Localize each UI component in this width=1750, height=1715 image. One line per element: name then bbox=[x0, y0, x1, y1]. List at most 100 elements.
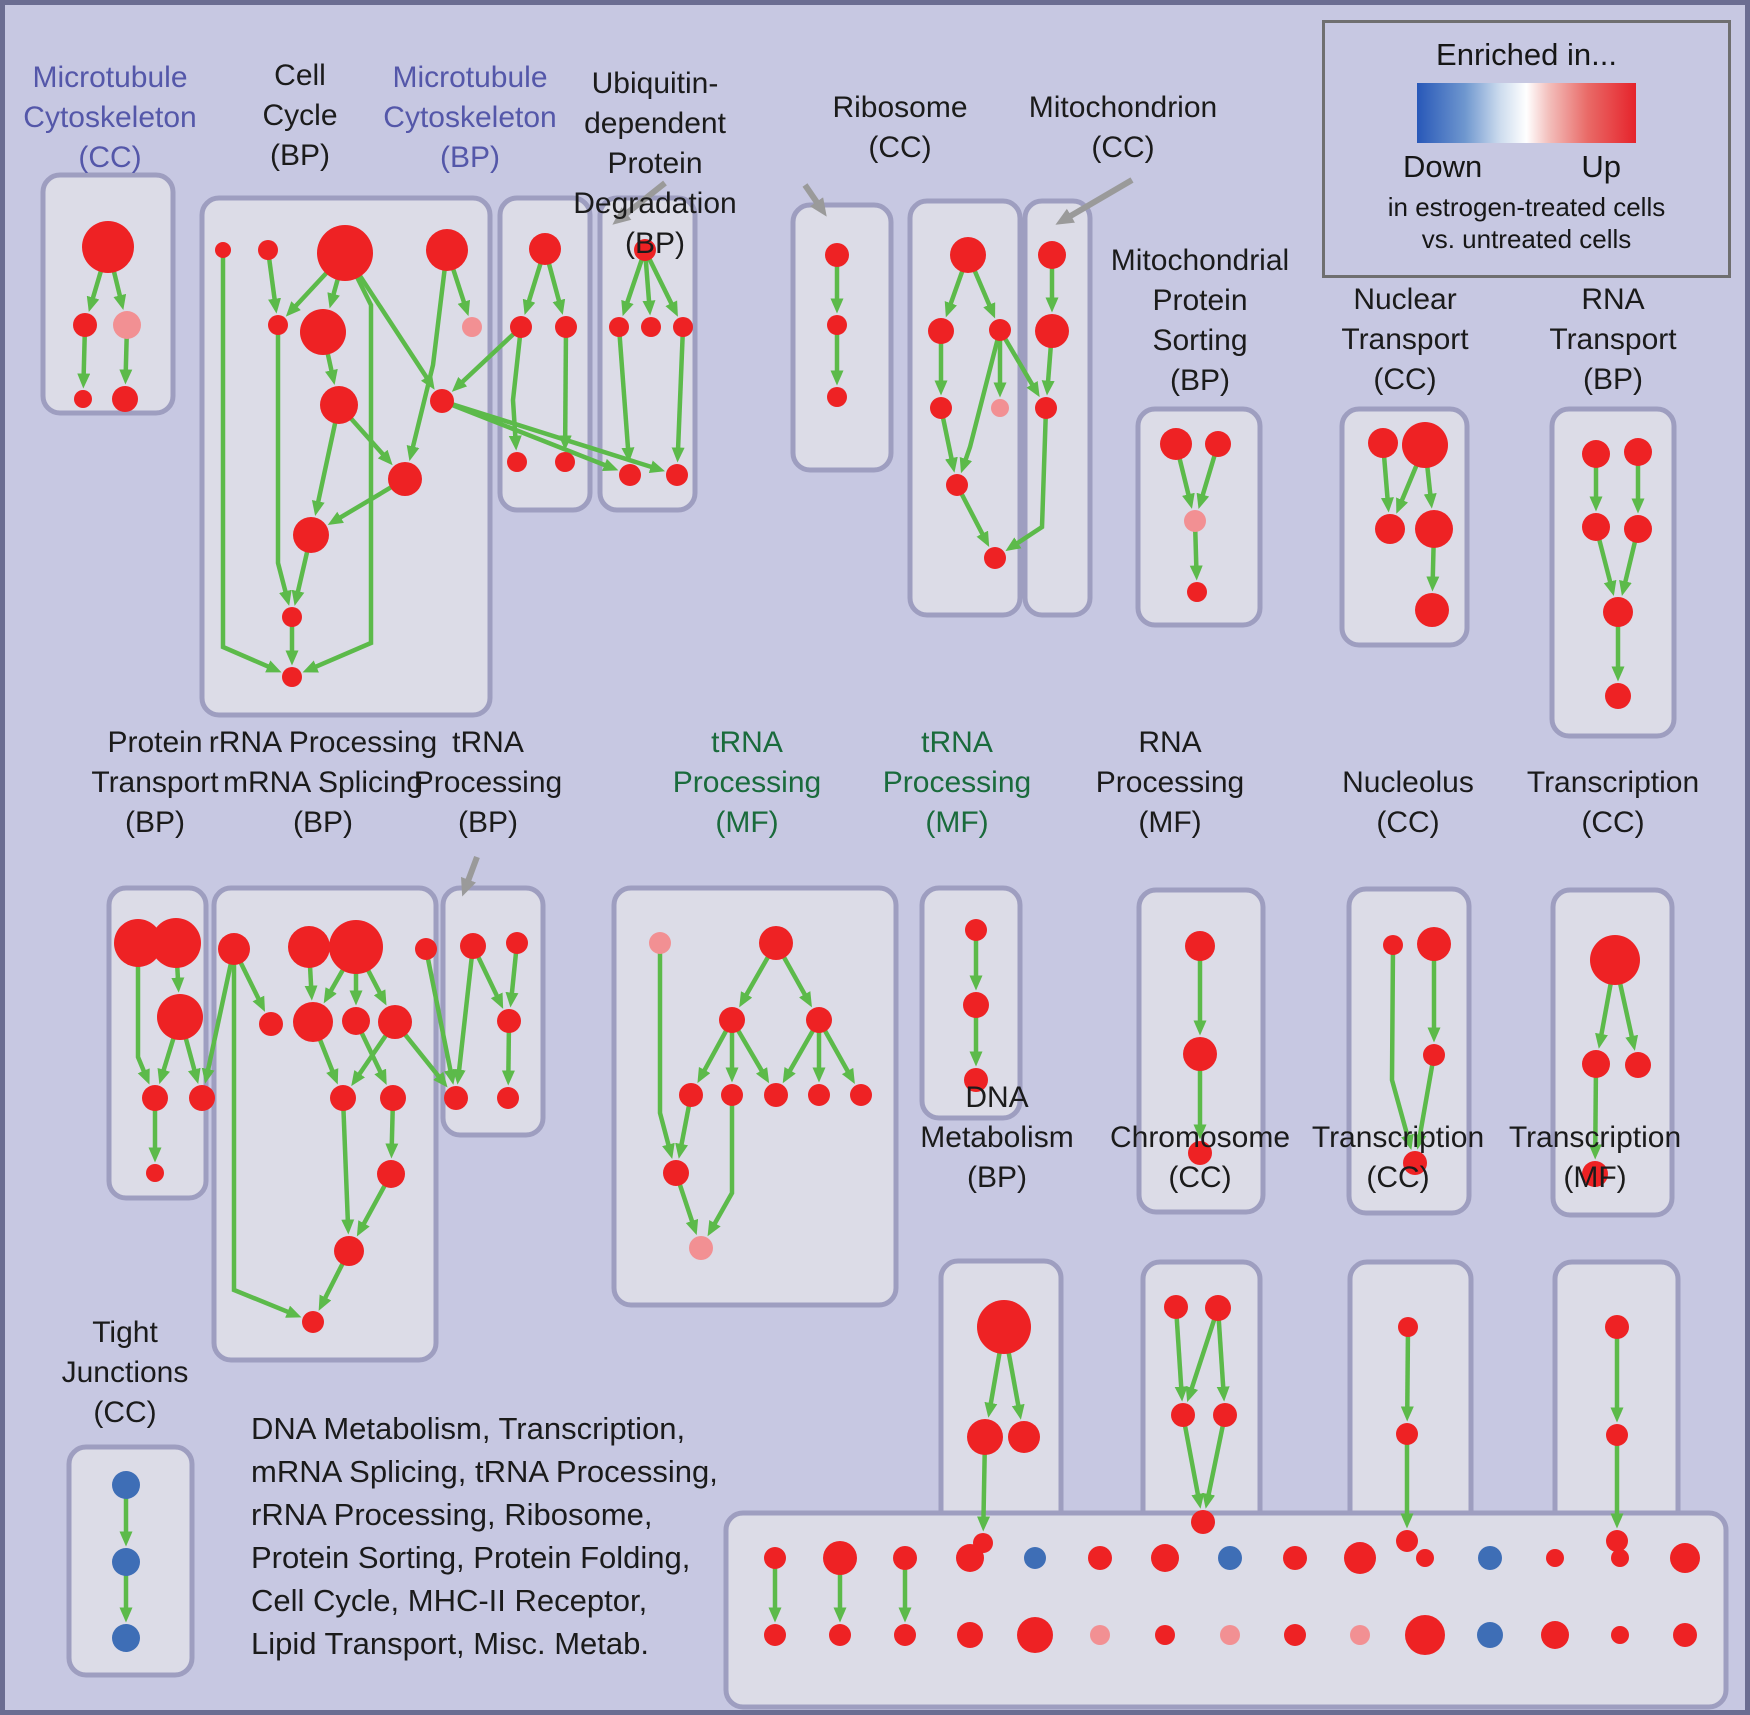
cluster-label-rna-transport-bp: (BP) bbox=[1583, 363, 1643, 396]
go-term-node-d3 bbox=[157, 994, 203, 1040]
go-term-node-o2 bbox=[1205, 1295, 1231, 1321]
go-term-node-bt4 bbox=[956, 1544, 984, 1572]
go-term-node-e5 bbox=[259, 1012, 283, 1036]
go-term-node-n3 bbox=[1375, 514, 1405, 544]
cluster-label-nuclear-transport-cc: (CC) bbox=[1373, 363, 1436, 396]
footnote-line-5: Cell Cycle, MHC-II Receptor, bbox=[251, 1583, 647, 1618]
go-term-node-e13 bbox=[302, 1311, 324, 1333]
go-term-node-p4 bbox=[1187, 582, 1207, 602]
enrichment-edge bbox=[671, 326, 686, 463]
go-term-node-m1 bbox=[1038, 241, 1066, 269]
go-term-node-bt5 bbox=[1024, 1547, 1046, 1569]
go-term-node-z2 bbox=[112, 1548, 140, 1576]
cluster-label-ubiquitin-degradation-bp: Protein bbox=[607, 147, 702, 180]
go-term-node-e11 bbox=[377, 1160, 405, 1188]
enrichment-edge bbox=[1389, 944, 1414, 1150]
go-term-node-g9 bbox=[850, 1084, 872, 1106]
go-term-node-f4 bbox=[444, 1086, 468, 1110]
go-term-node-s3 bbox=[1396, 1530, 1418, 1552]
go-term-node-L1 bbox=[977, 1300, 1031, 1354]
go-term-node-m2 bbox=[1035, 314, 1069, 348]
go-term-node-c5 bbox=[268, 315, 288, 335]
enrichment-edge bbox=[220, 250, 282, 673]
go-term-node-c1 bbox=[215, 242, 231, 258]
cluster-label-microtubule-cytoskeleton-bp: Cytoskeleton bbox=[383, 101, 556, 134]
cluster-label-microtubule-cytoskeleton-cc: (CC) bbox=[78, 141, 141, 174]
go-term-node-c6 bbox=[300, 309, 346, 355]
go-term-node-bt12 bbox=[1478, 1546, 1502, 1570]
cluster-label-rrna-processing-mrna-splicing-bp: (BP) bbox=[293, 806, 353, 839]
go-term-node-bt8 bbox=[1218, 1546, 1242, 1570]
cluster-box-microtubule-cytoskeleton-cc bbox=[40, 172, 176, 416]
cluster-label-mitochondrial-protein-sorting-bp: (BP) bbox=[1170, 364, 1230, 397]
go-term-node-u5 bbox=[619, 464, 641, 486]
go-term-node-j1 bbox=[1383, 935, 1403, 955]
go-term-node-c9 bbox=[430, 389, 454, 413]
go-term-node-bb4 bbox=[957, 1622, 983, 1648]
go-term-node-r7 bbox=[984, 547, 1006, 569]
go-term-node-c2 bbox=[258, 240, 278, 260]
cluster-label-rna-processing-mf: RNA bbox=[1138, 726, 1201, 759]
go-term-node-j2 bbox=[1417, 927, 1451, 961]
go-term-node-bt10 bbox=[1344, 1542, 1376, 1574]
go-term-node-s2 bbox=[1396, 1423, 1418, 1445]
go-term-node-bt6 bbox=[1088, 1546, 1112, 1570]
cluster-label-microtubule-cytoskeleton-bp: (BP) bbox=[440, 141, 500, 174]
cluster-label-tight-junctions-cc: (CC) bbox=[93, 1396, 156, 1429]
cluster-label-nucleolus-cc: (CC) bbox=[1376, 806, 1439, 839]
cluster-label-cell-cycle-bp: Cell bbox=[274, 59, 326, 92]
go-term-node-p1 bbox=[1160, 428, 1192, 460]
legend-caption-line2: vs. untreated cells bbox=[1421, 224, 1632, 254]
go-term-node-r1 bbox=[950, 237, 986, 273]
go-term-node-e2 bbox=[288, 926, 330, 968]
footnote-line-6: Lipid Transport, Misc. Metab. bbox=[251, 1626, 649, 1661]
cluster-label-cell-cycle-bp: Cycle bbox=[262, 99, 337, 132]
enrichment-edge bbox=[275, 325, 292, 606]
go-term-node-bb2 bbox=[829, 1624, 851, 1646]
go-term-node-h2 bbox=[963, 992, 989, 1018]
go-term-node-bt9 bbox=[1283, 1546, 1307, 1570]
go-term-node-t5 bbox=[555, 452, 575, 472]
go-term-node-r2 bbox=[928, 318, 954, 344]
go-term-node-e10 bbox=[380, 1085, 406, 1111]
cluster-label-transcription-cc-bottom: Transcription bbox=[1312, 1121, 1484, 1154]
go-term-node-bb5 bbox=[1017, 1617, 1053, 1653]
go-term-node-d2 bbox=[151, 918, 201, 968]
enrichment-edge bbox=[1185, 1307, 1221, 1403]
go-term-node-k4 bbox=[1582, 1161, 1608, 1187]
cluster-label-mitochondrial-protein-sorting-bp: Sorting bbox=[1152, 324, 1247, 357]
go-term-node-g6 bbox=[721, 1084, 743, 1106]
go-term-node-f3 bbox=[497, 1009, 521, 1033]
cluster-label-dna-metabolism-bp: DNA bbox=[965, 1081, 1028, 1114]
go-term-node-g7 bbox=[764, 1083, 788, 1107]
cluster-label-chromosome-cc: (CC) bbox=[1168, 1161, 1231, 1194]
legend-title: Enriched in... bbox=[1436, 37, 1617, 72]
annotation-arrow-3 bbox=[1055, 177, 1134, 225]
go-term-node-g1 bbox=[649, 932, 671, 954]
go-term-node-c4 bbox=[426, 229, 468, 271]
go-term-node-c10 bbox=[388, 462, 422, 496]
go-term-node-bt14 bbox=[1611, 1549, 1629, 1567]
enrichment-edge bbox=[423, 948, 457, 1085]
enrichment-edge bbox=[707, 1095, 735, 1237]
go-term-node-k3 bbox=[1625, 1052, 1651, 1078]
go-term-node-a1 bbox=[82, 221, 134, 273]
go-term-node-e7 bbox=[342, 1007, 370, 1035]
go-term-node-i2 bbox=[1183, 1037, 1217, 1071]
enrichment-edge bbox=[135, 943, 150, 1085]
go-term-node-bt2 bbox=[823, 1541, 857, 1575]
cluster-label-microtubule-cytoskeleton-bp: Microtubule bbox=[392, 61, 547, 94]
go-term-node-w2 bbox=[1606, 1424, 1628, 1446]
go-term-node-o1 bbox=[1164, 1295, 1188, 1319]
go-term-node-bb14 bbox=[1611, 1626, 1629, 1644]
go-term-node-bt3 bbox=[893, 1546, 917, 1570]
go-term-node-bt13 bbox=[1546, 1549, 1564, 1567]
enrichment-edge bbox=[558, 326, 572, 451]
go-term-node-d6 bbox=[146, 1164, 164, 1182]
go-term-node-c12 bbox=[282, 607, 302, 627]
cluster-label-rna-transport-bp: Transport bbox=[1549, 323, 1677, 356]
go-term-node-t3 bbox=[555, 316, 577, 338]
go-term-node-bt7 bbox=[1151, 1544, 1179, 1572]
enrichment-edge bbox=[302, 251, 374, 673]
